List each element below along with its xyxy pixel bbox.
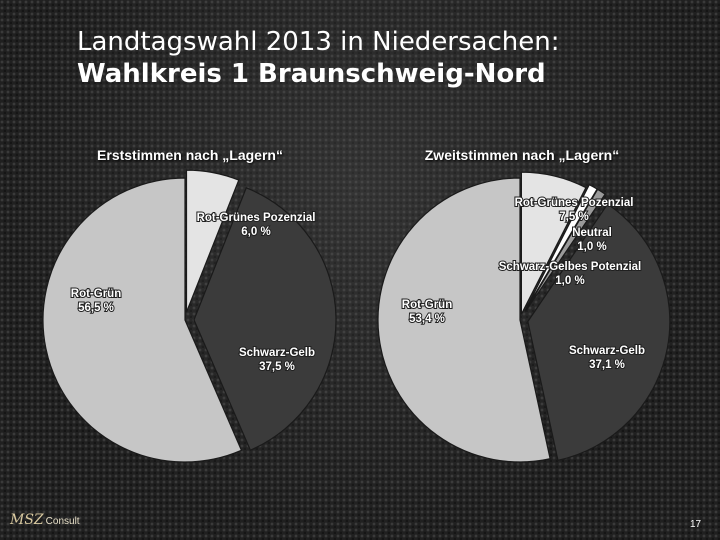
pie-label-value: 37,5 % <box>259 361 295 373</box>
pie-slice-erst-schwarz-gelb <box>193 187 337 451</box>
pie-label-name: Rot-Grün <box>402 299 452 311</box>
pie-label-name: Schwarz-Gelbes Potenzial <box>499 261 642 273</box>
pie-slice-erst-rot-gruenes-pozenzial <box>185 169 240 313</box>
pie-label-zweit-neutral: Neutral 1,0 % <box>571 226 613 254</box>
pie-label-zweit-schwarz-gelb: Schwarz-Gelb 37,1 % <box>568 344 646 372</box>
pie-label-value: 53,4 % <box>409 313 445 325</box>
pie-slice-zweit-neutral <box>524 183 598 312</box>
pie-label-name: Rot-Grünes Pozenzial <box>197 212 316 224</box>
pie-label-value: 1,0 % <box>577 241 606 253</box>
pie-label-name: Rot-Grün <box>71 288 121 300</box>
pie-slice-zweit-rot-gruenes-pozenzial <box>520 171 587 315</box>
pie-label-value: 6,0 % <box>241 226 270 238</box>
pie-label-name: Neutral <box>572 227 612 239</box>
pie-label-zweit-schwarz-gelbes-potenzial: Schwarz-Gelbes Potenzial 1,0 % <box>498 260 643 288</box>
pie-label-zweit-rot-gruen: Rot-Grün 53,4 % <box>401 298 453 326</box>
slide-title: Landtagswahl 2013 in Niedersachen: Wahlk… <box>77 26 560 90</box>
msz-consult-logo: MSZ Consult <box>10 512 80 528</box>
pie-slice-zweit-schwarz-gelb <box>527 203 671 462</box>
chart-title-zweitstimmen: Zweitstimmen nach „Lagern“ <box>424 147 620 163</box>
pie-label-value: 56,5 % <box>78 302 114 314</box>
pie-label-erst-rot-gruen: Rot-Grün 56,5 % <box>70 287 122 315</box>
pie-label-value: 1,0 % <box>555 275 584 287</box>
logo-main: MSZ <box>10 512 44 528</box>
pie-label-erst-rot-gruenes-pozenzial: Rot-Grünes Pozenzial 6,0 % <box>196 211 317 239</box>
pie-label-name: Schwarz-Gelb <box>569 345 645 357</box>
pie-label-value: 7,5 % <box>559 211 588 223</box>
pie-slice-erst-rot-gruen <box>42 177 243 463</box>
page-number: 17 <box>690 519 702 530</box>
pie-label-erst-schwarz-gelb: Schwarz-Gelb 37,5 % <box>238 346 316 374</box>
pie-slice-zweit-schwarz-gelbes-potenzial <box>524 188 607 312</box>
pie-label-name: Rot-Grünes Pozenzial <box>515 197 634 209</box>
pie-label-name: Schwarz-Gelb <box>239 347 315 359</box>
logo-sub: Consult <box>45 516 80 527</box>
pie-slice-zweit-rot-gruen <box>377 177 551 463</box>
slide-title-line2: Wahlkreis 1 Braunschweig-Nord <box>77 59 546 89</box>
pie-label-zweit-rot-gruenes-pozenzial: Rot-Grünes Pozenzial 7,5 % <box>514 196 635 224</box>
chart-title-erststimmen: Erststimmen nach „Lagern“ <box>97 147 283 163</box>
slide-title-line1: Landtagswahl 2013 in Niedersachen: <box>77 27 560 57</box>
pie-label-value: 37,1 % <box>589 359 625 371</box>
